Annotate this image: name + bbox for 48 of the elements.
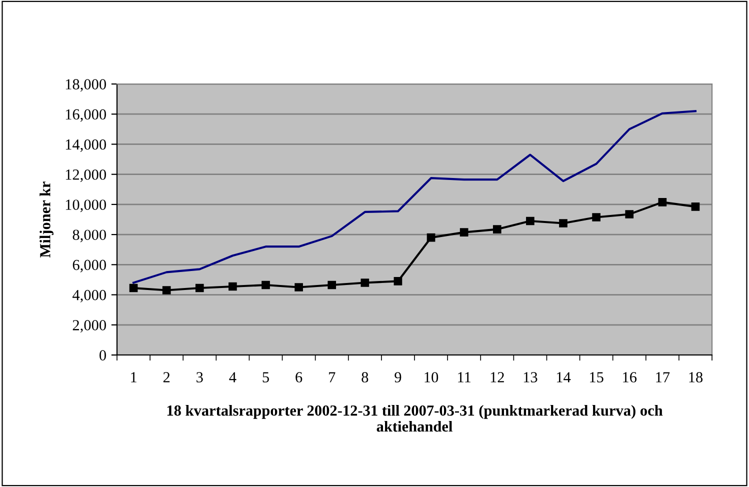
x-tick-label: 3 [196, 372, 203, 382]
y-tick-label: 12,000 [66, 169, 106, 182]
point [294, 283, 303, 292]
x-tick-label: 13 [524, 372, 538, 382]
point [228, 282, 237, 291]
point [195, 284, 204, 292]
x-tick-label: 1 [131, 372, 136, 382]
point [691, 202, 700, 211]
y-tick-label: 6,000 [72, 260, 106, 272]
y-tick-label: 4,000 [72, 290, 106, 302]
point [492, 225, 502, 234]
y-tick-label: 16,000 [66, 109, 106, 122]
x-tick-label: 9 [394, 372, 402, 382]
y-tick-label: 10,000 [66, 200, 106, 212]
y-tick-label: 18,000 [66, 79, 106, 92]
x-tick-label: 18 [689, 372, 703, 382]
x-tick-label: 15 [590, 372, 604, 382]
point [625, 210, 634, 218]
x-tick-label: 4 [229, 372, 236, 382]
y-axis-title: Miljoner kr [40, 182, 54, 258]
point [658, 198, 667, 206]
point [426, 233, 436, 242]
x-tick-label: 12 [490, 372, 504, 382]
point [328, 280, 336, 290]
x-tick-label: 6 [296, 372, 302, 382]
point [592, 213, 600, 222]
x-tick-label: 17 [656, 372, 670, 382]
x-tick-label: 2 [163, 372, 170, 382]
point [262, 280, 270, 290]
x-axis-title: 18 kvartalsrapporter 2002-12-31 till 2007-03-31 (punktmarkerad kurva) och aktiehandel [167, 404, 663, 432]
x-tick-label: 7 [329, 372, 336, 382]
point [460, 228, 468, 236]
y-tick-label: 8,000 [72, 230, 106, 242]
y-tick-label: 14,000 [66, 139, 106, 152]
point [162, 286, 171, 294]
x-tick-label: 16 [623, 372, 637, 382]
x-tick-label: 8 [362, 372, 368, 382]
point [526, 216, 534, 226]
point [129, 284, 138, 292]
y-tick-label: 0 [100, 350, 106, 360]
x-tick-label: 10 [424, 372, 438, 382]
point [394, 277, 402, 286]
x-tick-label: 14 [556, 372, 571, 382]
x-tick-label: 5 [262, 372, 269, 382]
x-tick-label: 11 [458, 372, 471, 382]
point [360, 278, 370, 287]
point [559, 219, 568, 228]
y-tick-label: 2,000 [72, 320, 106, 333]
